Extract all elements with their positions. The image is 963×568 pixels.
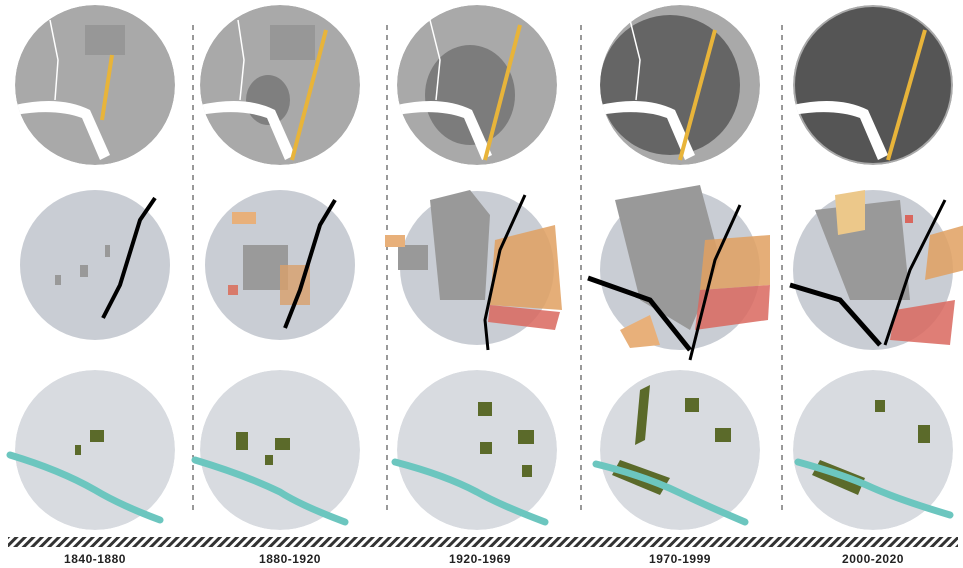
period-label: 1970-1999	[649, 552, 711, 566]
footprint-map	[397, 5, 557, 165]
timeline-bar	[8, 537, 958, 547]
period-label: 2000-2020	[842, 552, 904, 566]
period-label: 1880-1920	[259, 552, 321, 566]
footprint-map	[600, 5, 760, 165]
landuse-map	[385, 190, 562, 351]
greenspace-row	[6, 370, 954, 530]
footprint-map	[200, 5, 360, 165]
landuse-map	[205, 190, 355, 340]
green-map	[200, 370, 360, 530]
period-label: 1920-1969	[449, 552, 511, 566]
landuse-map	[20, 190, 170, 340]
rivers	[6, 451, 954, 526]
separators	[192, 25, 783, 515]
period-label: 1840-1880	[64, 552, 126, 566]
landuse-map	[587, 185, 770, 361]
green-map	[397, 370, 557, 530]
footprint-map	[793, 5, 953, 165]
landuse-map	[789, 190, 963, 350]
green-map	[15, 370, 175, 530]
footprint-map	[15, 5, 175, 165]
footprint-row	[15, 5, 953, 165]
landuse-row	[20, 185, 963, 361]
green-map	[600, 370, 760, 530]
